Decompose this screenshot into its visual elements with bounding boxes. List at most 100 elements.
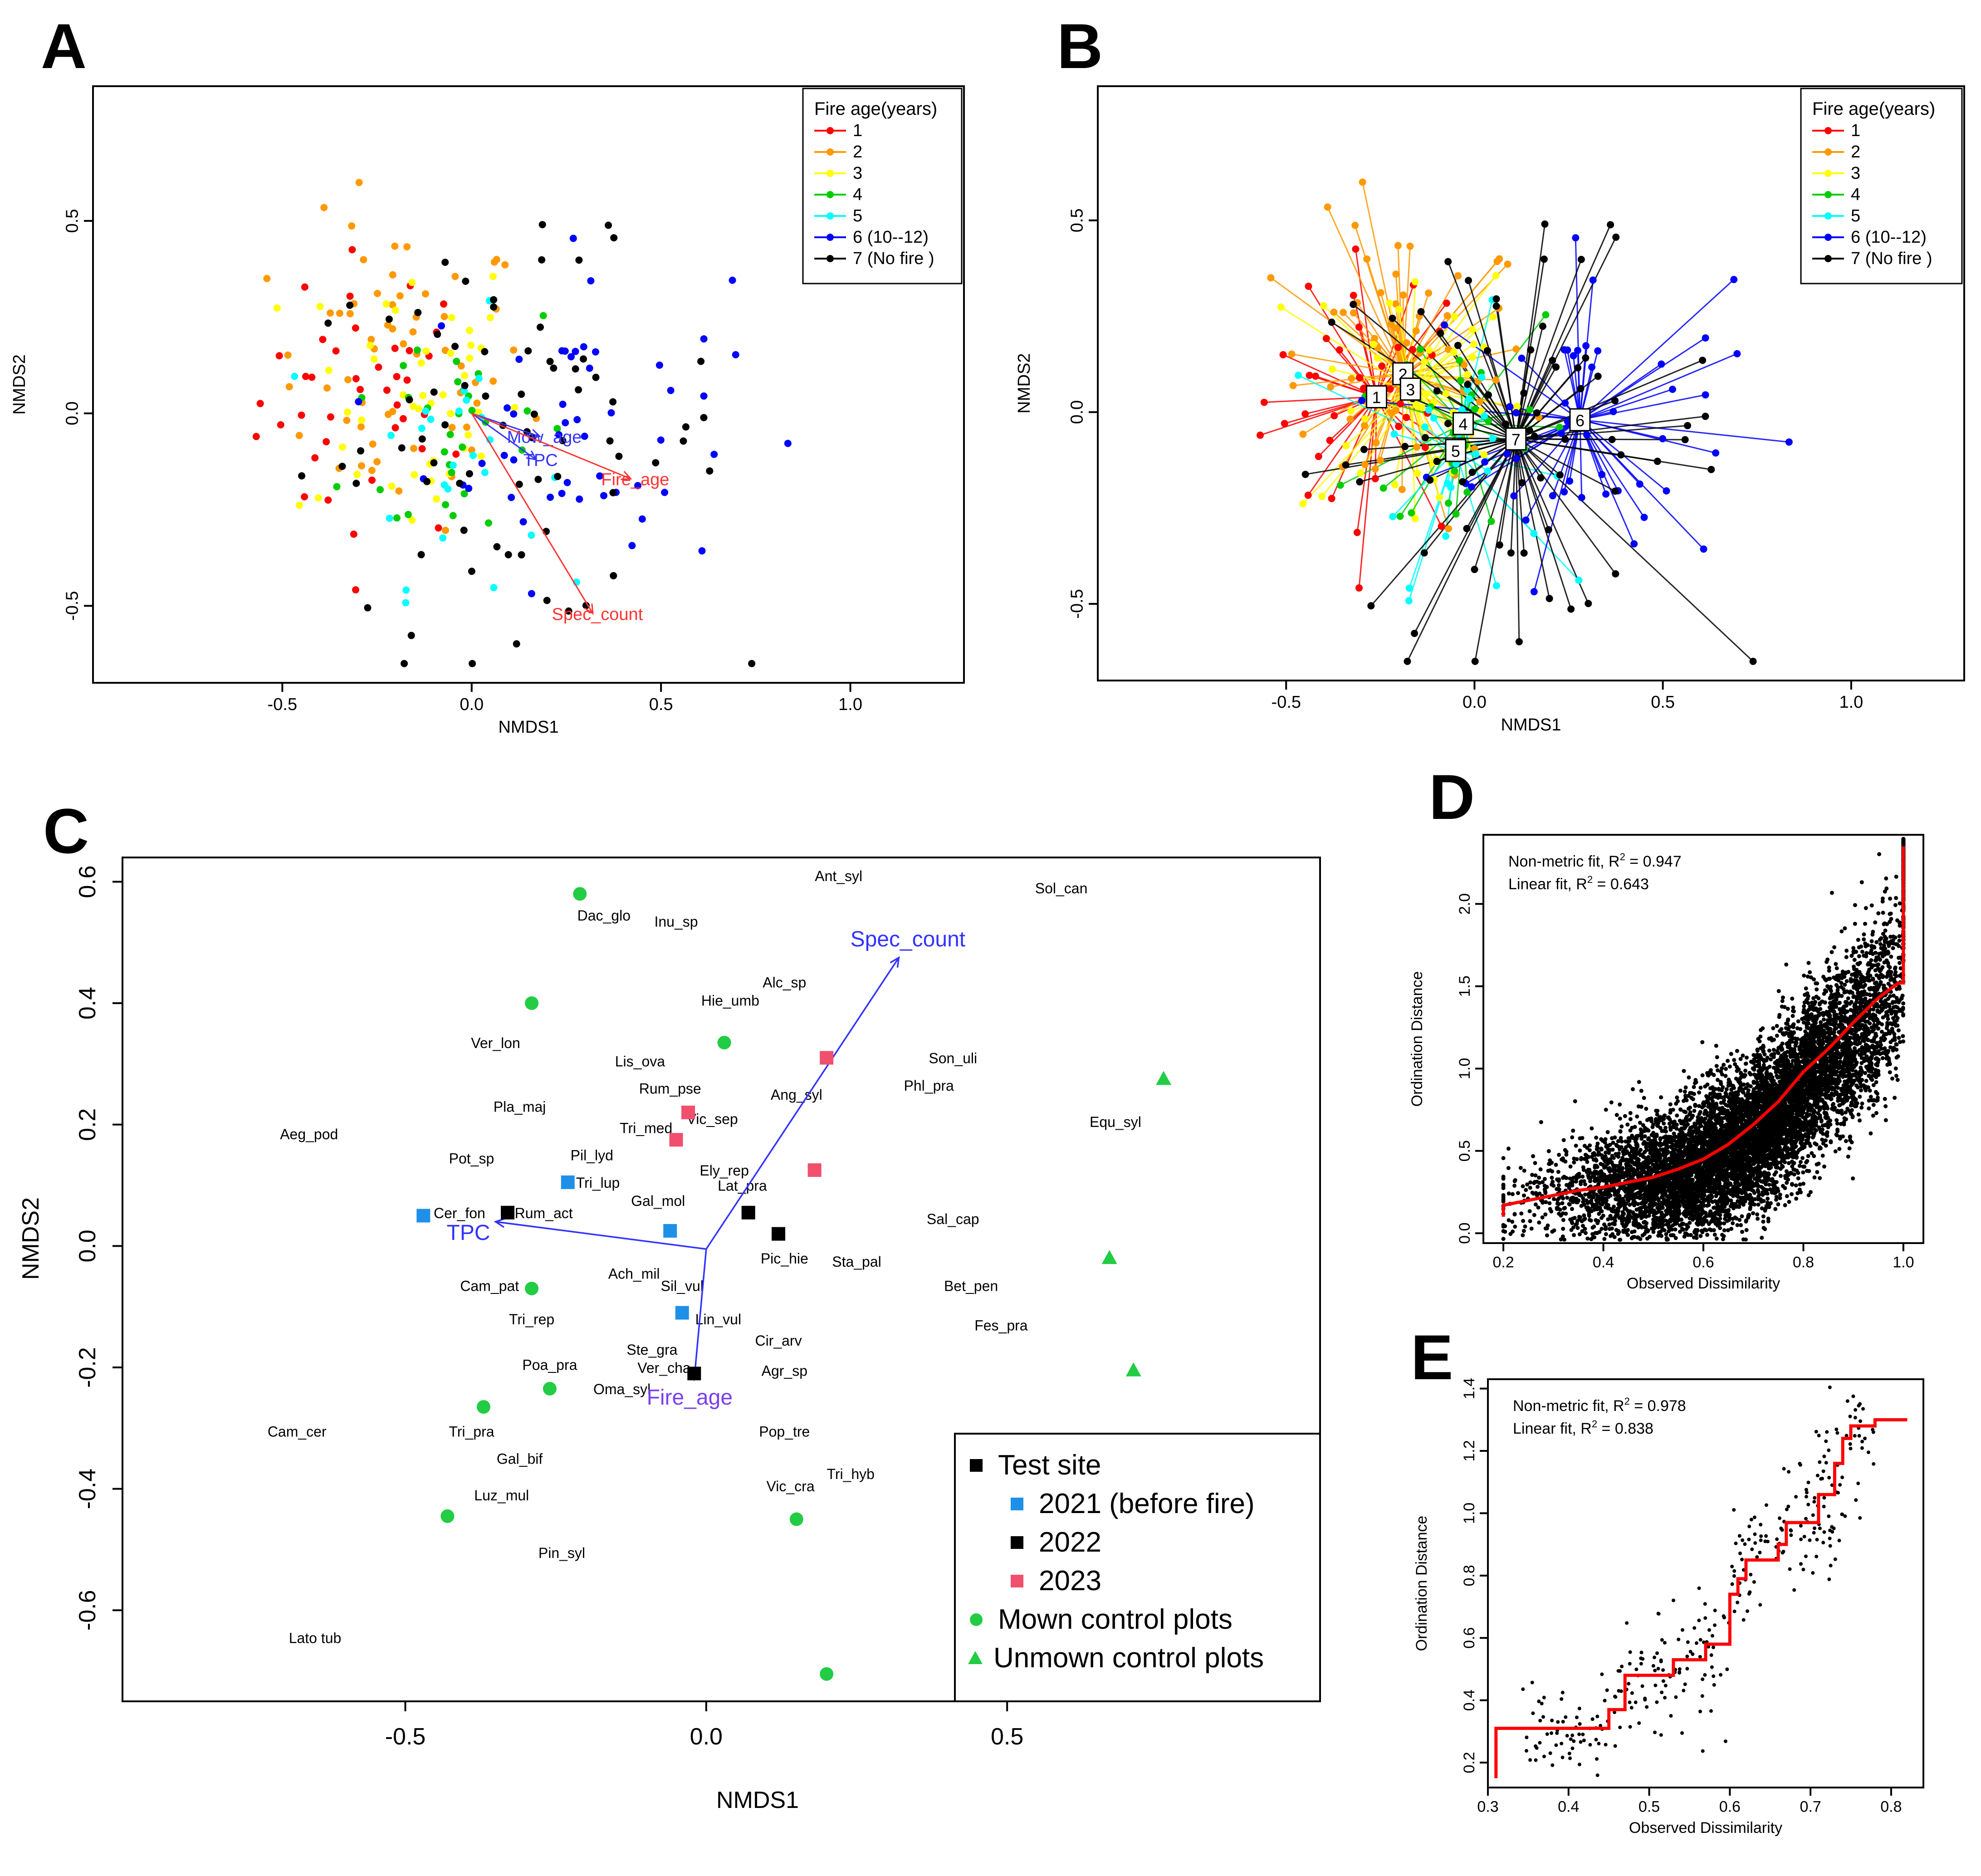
point-fire-age-6	[1785, 438, 1793, 446]
point-fire-age-3	[1374, 354, 1381, 362]
point-fire-age-7	[1468, 468, 1476, 476]
panel-label-d: D	[1429, 761, 1475, 833]
point-fire-age-7	[1465, 277, 1472, 284]
panel-c-frame	[122, 857, 1321, 1702]
point-fire-age-1	[452, 451, 460, 458]
shepard-point	[1642, 1096, 1646, 1100]
shepard-point	[1879, 1029, 1884, 1034]
shepard-point	[1692, 1092, 1697, 1096]
vector-label: Fire_age	[647, 1386, 733, 1410]
shepard-point	[1560, 1201, 1565, 1205]
shepard-point	[1787, 1200, 1791, 1204]
legend-label: Mown control plots	[998, 1604, 1233, 1635]
point-fire-age-7	[1464, 381, 1472, 388]
shepard-point	[1678, 1088, 1683, 1093]
point-fire-age-7	[1681, 436, 1689, 444]
species-label: Vic_cra	[767, 1478, 815, 1494]
point-fire-age-7	[559, 437, 567, 445]
point-fire-age-3	[511, 404, 518, 411]
point-fire-age-6	[1510, 492, 1518, 500]
shepard-point	[1561, 1218, 1565, 1222]
shepard-point	[1844, 1110, 1848, 1115]
shepard-point	[1707, 1227, 1712, 1232]
spider-line	[1515, 357, 1586, 440]
shepard-point	[1618, 1129, 1623, 1134]
point-fire-age-3	[1411, 278, 1419, 286]
species-label: Sta_pal	[832, 1254, 881, 1270]
point-fire-age-2	[1394, 242, 1402, 250]
shepard-point	[1565, 1195, 1570, 1200]
point-fire-age-2	[348, 222, 356, 230]
point-fire-age-3	[314, 494, 322, 502]
point-fire-age-2	[389, 408, 396, 416]
point-fire-age-2	[336, 309, 343, 317]
legend-label: 5	[1851, 206, 1860, 225]
shepard-point	[1603, 1227, 1608, 1231]
point-fire-age-7	[748, 660, 756, 667]
point-fire-age-3	[1320, 302, 1327, 309]
legend-label: 6 (10--12)	[853, 228, 929, 247]
point-fire-age-5	[490, 584, 498, 592]
shepard-point	[1896, 1028, 1901, 1033]
panel-label-b: B	[1057, 10, 1103, 82]
shepard-point	[1853, 921, 1857, 926]
point-fire-age-7	[346, 301, 354, 309]
point-fire-age-5	[387, 431, 395, 439]
point-fire-age-5	[1489, 435, 1497, 442]
legend-marker	[968, 1651, 983, 1664]
point-fire-age-7	[682, 423, 690, 431]
shepard-point	[1741, 1053, 1745, 1058]
point-fire-age-7	[1531, 432, 1538, 440]
shepard-point	[1607, 1222, 1612, 1227]
point-fire-age-3	[1468, 353, 1476, 361]
point-fire-age-7	[1537, 474, 1545, 482]
point-fire-age-2	[263, 274, 271, 282]
point-fire-age-7	[1420, 549, 1428, 557]
species-label: Pla_maj	[494, 1099, 546, 1115]
point-fire-age-7	[481, 348, 489, 356]
legend-title: Fire age(years)	[1812, 99, 1935, 119]
point-fire-age-5	[1405, 584, 1413, 592]
point-fire-age-5	[1295, 372, 1302, 379]
point-fire-age-7	[565, 607, 572, 615]
species-label: Dac_glo	[577, 907, 631, 924]
point-fire-age-7	[461, 382, 469, 389]
point-fire-age-6	[355, 398, 362, 406]
point-fire-age-3	[382, 300, 390, 308]
point-fire-age-2	[374, 289, 382, 297]
point-fire-age-4	[413, 346, 421, 354]
point-fire-age-7	[338, 462, 346, 470]
point-fire-age-4	[1396, 512, 1404, 520]
x-tick-label: 1.0	[1839, 693, 1863, 712]
point-fire-age-7	[1421, 434, 1429, 441]
point-fire-age-2	[1444, 346, 1452, 353]
point-fire-age-7	[1684, 422, 1692, 430]
shepard-point	[1774, 1195, 1779, 1199]
test-site-square	[675, 1306, 689, 1320]
spider-line	[1332, 368, 1411, 390]
point-fire-age-5	[528, 531, 535, 539]
shepard-point	[1864, 1078, 1868, 1083]
shepard-point	[1887, 944, 1891, 948]
point-fire-age-3	[399, 391, 407, 399]
point-fire-age-3	[417, 359, 425, 367]
point-fire-age-6	[732, 351, 739, 358]
point-fire-age-7	[605, 221, 612, 229]
point-fire-age-1	[1301, 410, 1309, 418]
point-fire-age-5	[1484, 467, 1492, 475]
point-fire-age-6	[1574, 347, 1581, 354]
point-fire-age-7	[1545, 526, 1552, 534]
mown-control-circle	[543, 1381, 557, 1396]
shepard-point	[1619, 1124, 1624, 1129]
point-fire-age-2	[421, 290, 429, 298]
spider-line	[1409, 389, 1416, 519]
point-fire-age-7	[697, 358, 705, 365]
x-tick-label: 0.5	[649, 695, 673, 714]
point-fire-age-7	[518, 551, 525, 558]
point-fire-age-6	[1594, 347, 1602, 355]
shepard-point	[1859, 880, 1864, 885]
point-fire-age-7	[1707, 465, 1715, 473]
